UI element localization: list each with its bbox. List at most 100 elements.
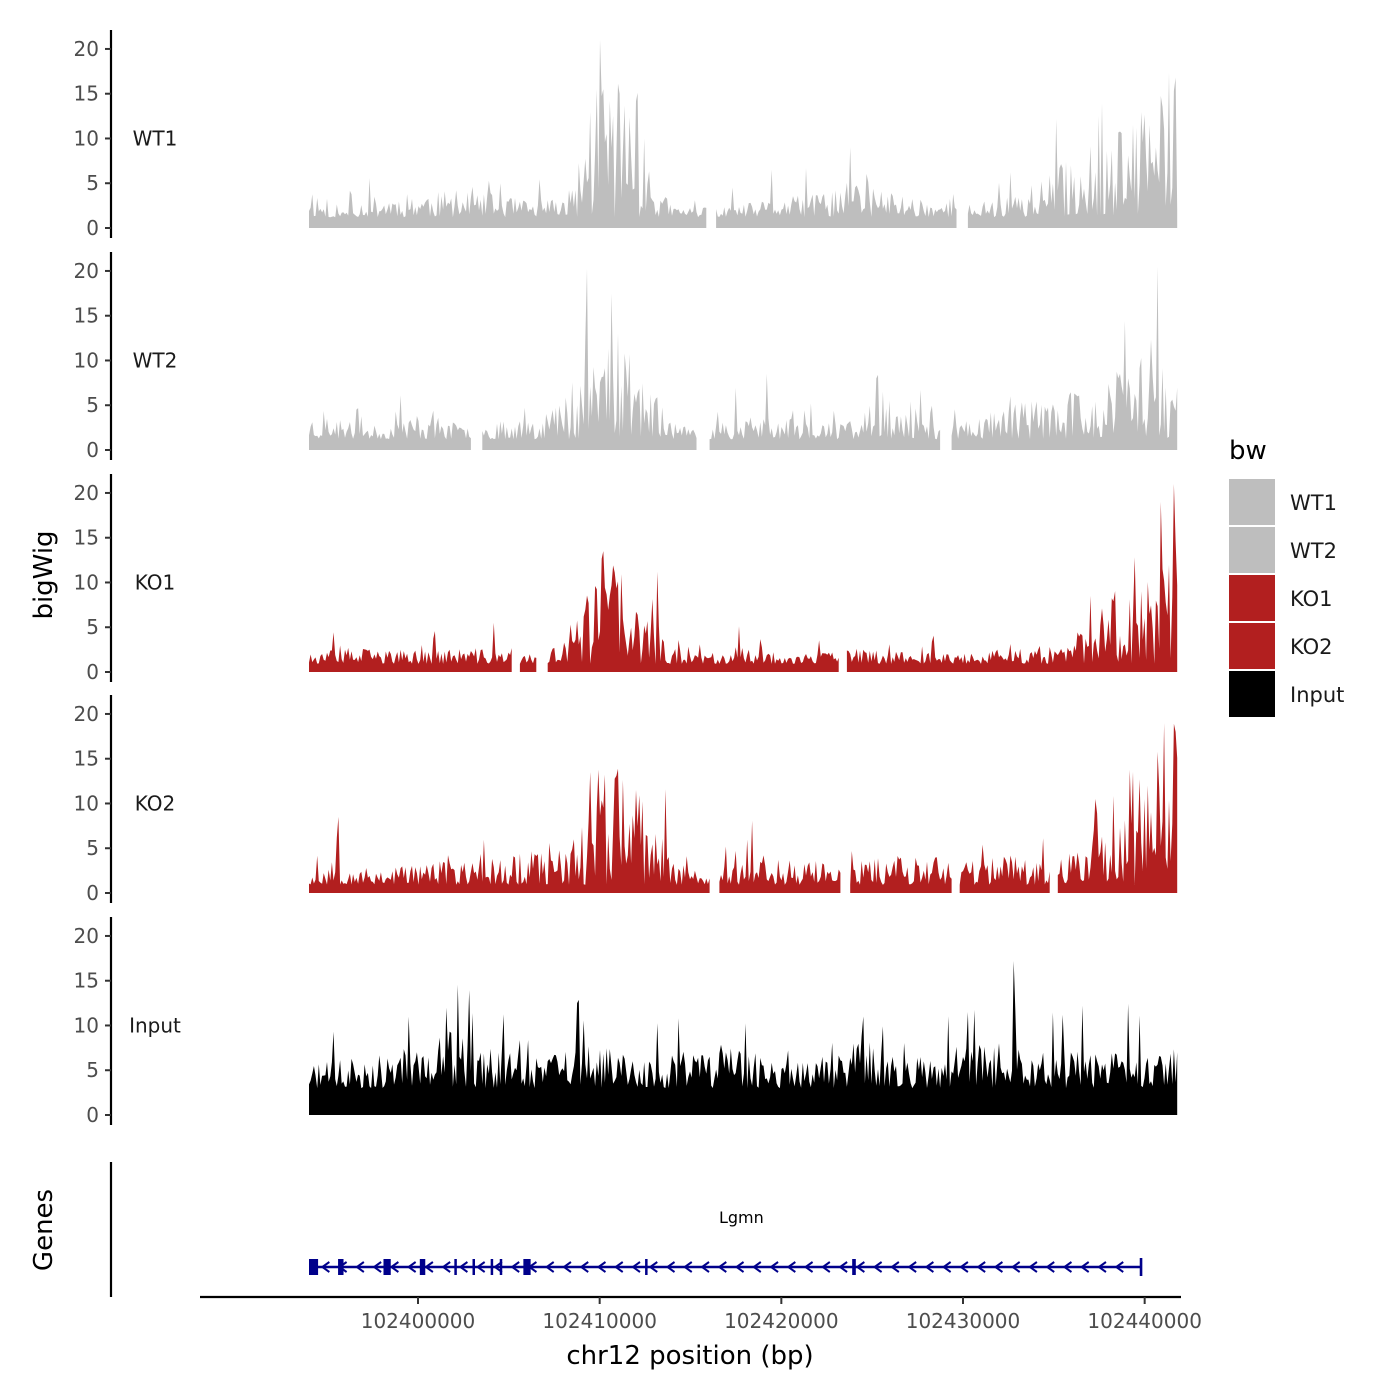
y-tick-label: 10 (74, 791, 99, 815)
strand-arrow (389, 1261, 399, 1273)
legend-label-ko2: KO2 (1290, 635, 1333, 659)
strand-arrow (406, 1261, 417, 1273)
strand-arrow (1045, 1261, 1055, 1273)
gene-panel: Genes Lgmn (29, 1162, 1143, 1297)
y-axis-title: bigWig (29, 530, 59, 619)
signal-tracks: WT1 WT2 KO1 KO2 Input (129, 40, 1178, 1115)
y-tick-label: 15 (74, 747, 99, 771)
area-ko2-segment-0 (309, 768, 710, 893)
y-tick-label: 20 (74, 702, 99, 726)
x-tick-label: 102410000 (542, 1309, 657, 1333)
y-axis-ko2: 20 15 10 5 0 (74, 695, 113, 905)
y-tick-label: 10 (74, 348, 99, 372)
y-tick-label: 10 (74, 1013, 99, 1037)
x-tick-label: 102420000 (724, 1309, 839, 1333)
y-axis-wt1: 20 15 10 5 0 (74, 30, 113, 240)
track-input: Input (129, 961, 1178, 1115)
strand-arrow (562, 1261, 572, 1273)
gene-model (309, 1258, 1143, 1276)
strand-arrow (855, 1261, 865, 1273)
y-tick-label: 0 (86, 1103, 99, 1127)
strand-arrow (976, 1261, 986, 1273)
y-tick-label: 10 (74, 570, 99, 594)
area-ko1-segment-2 (547, 551, 839, 672)
y-axis-input: 20 15 10 5 0 (74, 917, 113, 1127)
gene-exon (383, 1259, 391, 1275)
x-tick-label: 102400000 (361, 1309, 476, 1333)
gene-name-label: Lgmn (719, 1208, 764, 1227)
track-label-input: Input (129, 1013, 181, 1037)
gene-panel-label: Genes (29, 1189, 59, 1271)
area-wt2-segment-3 (951, 266, 1178, 450)
strand-arrow (1062, 1261, 1073, 1273)
area-ko2-segment-4 (1057, 723, 1178, 893)
y-tick-label: 0 (86, 438, 99, 462)
area-ko1-segment-1 (519, 654, 537, 672)
strand-arrow (458, 1261, 468, 1273)
track-wt2: WT2 (133, 266, 1178, 450)
area-wt1-segment-1 (716, 147, 957, 228)
y-tick-label: 10 (74, 126, 99, 150)
legend-key-wt2 (1229, 527, 1275, 573)
y-tick-label: 15 (74, 969, 99, 993)
strand-arrow (683, 1261, 693, 1273)
x-axis: 102400000 102410000 102420000 102430000 1024… (200, 1295, 1202, 1333)
x-axis-title: chr12 position (bp) (566, 1341, 813, 1371)
strand-arrow (769, 1261, 779, 1273)
strand-arrow (475, 1261, 486, 1273)
area-ko1-segment-3 (846, 484, 1178, 672)
strand-arrow (941, 1261, 952, 1273)
legend-label-wt2: WT2 (1290, 539, 1337, 563)
strand-arrow (579, 1261, 589, 1273)
gene-exon (309, 1259, 319, 1275)
y-tick-label: 0 (86, 216, 99, 240)
strand-arrow (734, 1261, 745, 1273)
strand-arrow (355, 1261, 365, 1273)
track-label-wt1: WT1 (133, 126, 178, 150)
strand-arrow (959, 1261, 969, 1273)
strand-arrow (1010, 1261, 1021, 1273)
y-tick-label: 5 (86, 393, 99, 417)
x-tick-label: 102430000 (906, 1309, 1021, 1333)
y-tick-label: 5 (86, 171, 99, 195)
y-tick-label: 20 (74, 481, 99, 505)
y-tick-label: 0 (86, 660, 99, 684)
y-tick-label: 15 (74, 304, 99, 328)
area-wt2-segment-2 (709, 373, 941, 450)
strand-arrow (838, 1261, 848, 1273)
strand-arrow (890, 1261, 900, 1273)
y-axis-ko1: 20 15 10 5 0 (74, 474, 113, 684)
legend-key-ko2 (1229, 623, 1275, 669)
strand-arrow (1114, 1261, 1124, 1273)
area-wt2-segment-1 (482, 268, 697, 450)
strand-arrow (596, 1261, 607, 1273)
area-ko1-segment-0 (309, 622, 512, 672)
gene-exon (490, 1259, 494, 1275)
y-tick-label: 5 (86, 1058, 99, 1082)
strand-arrow (648, 1261, 658, 1273)
strand-arrow (320, 1261, 330, 1273)
gene-exon (645, 1259, 648, 1275)
legend-key-ko1 (1229, 575, 1275, 621)
strand-arrow (441, 1261, 451, 1273)
y-tick-label: 0 (86, 881, 99, 905)
strand-arrow (1028, 1261, 1038, 1273)
area-wt1-segment-2 (967, 72, 1178, 229)
legend-label-wt1: WT1 (1290, 491, 1337, 515)
area-ko2-segment-2 (850, 851, 952, 893)
track-ko1: KO1 (135, 484, 1178, 672)
y-tick-label: 20 (74, 259, 99, 283)
gene-exon (472, 1259, 475, 1275)
strand-arrow (510, 1261, 520, 1273)
track-wt1: WT1 (133, 40, 1178, 229)
area-ko2-segment-1 (719, 820, 841, 893)
strand-arrow (614, 1261, 624, 1273)
legend: bw WT1 WT2 KO1 KO2 Input (1229, 436, 1344, 717)
y-tick-label: 5 (86, 615, 99, 639)
legend-key-wt1 (1229, 479, 1275, 525)
legend-title: bw (1229, 436, 1267, 466)
strand-arrow (924, 1261, 934, 1273)
strand-arrow (1097, 1261, 1107, 1273)
track-label-ko2: KO2 (135, 791, 176, 815)
track-label-ko1: KO1 (135, 570, 176, 594)
